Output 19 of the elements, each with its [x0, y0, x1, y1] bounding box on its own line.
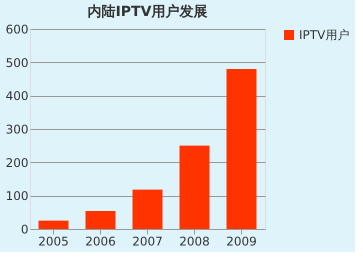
y-tick-label: 200 [6, 156, 28, 170]
bar [38, 220, 68, 229]
bar [226, 69, 256, 229]
bar [180, 146, 210, 229]
y-tick-label: 300 [6, 122, 28, 136]
chart-title: 内陆IPTV用户发展 [88, 3, 208, 20]
x-tick-label: 2005 [38, 234, 69, 248]
x-tick-label: 2008 [179, 234, 210, 248]
y-tick-label: 500 [6, 56, 28, 70]
bar [86, 211, 116, 229]
x-tick-label: 2007 [132, 234, 163, 248]
y-tick-label: 600 [6, 22, 28, 36]
y-tick-label: 100 [6, 189, 28, 204]
y-tick-label: 0 [20, 222, 28, 236]
x-tick-label: 2006 [85, 234, 116, 248]
legend-label: IPTV用户 [299, 28, 350, 42]
y-tick-label: 400 [6, 89, 28, 104]
x-tick-label: 2009 [226, 234, 257, 248]
bar [132, 190, 162, 229]
